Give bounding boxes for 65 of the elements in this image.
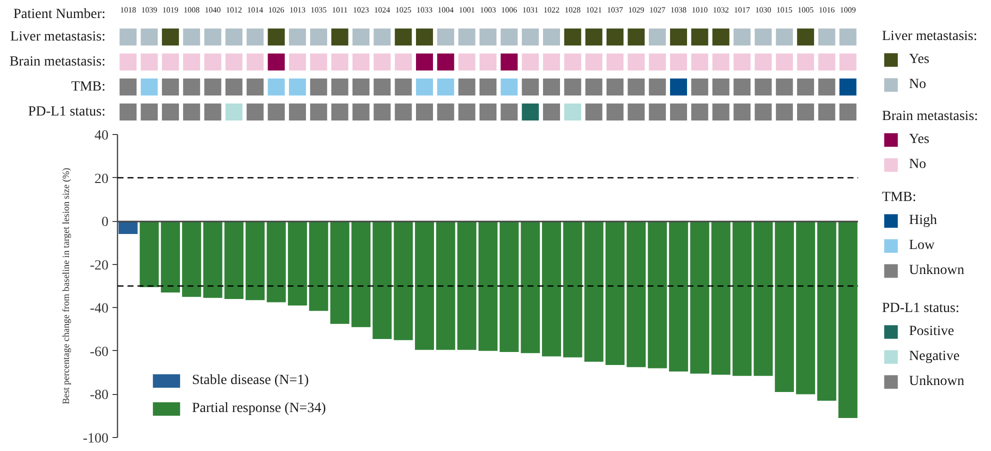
x-tick-label: 1039 — [141, 6, 158, 14]
x-tick-label: 1032 — [712, 6, 729, 14]
y-axis-title: TMB: — [71, 80, 106, 94]
x-tick-label: 1025 — [395, 6, 412, 14]
legend-label: Negative — [909, 348, 960, 365]
x-tick-label: 1005 — [798, 6, 814, 14]
x-tick-label: 1008 — [184, 6, 200, 14]
legend-label: Positive — [909, 323, 954, 340]
x-tick-label: 1037 — [607, 6, 624, 14]
legend-label: High — [909, 212, 937, 229]
x-tick-label: 1031 — [522, 6, 538, 14]
legend-title: TMB: — [882, 190, 918, 206]
x-tick-label: 1009 — [840, 6, 856, 14]
x-tick-label: 1003 — [480, 6, 496, 14]
x-tick-label: 1033 — [416, 6, 432, 14]
x-tick-label: 1014 — [247, 6, 264, 14]
legend-label: Stable disease (N=1) — [192, 372, 309, 389]
x-tick-label: 1027 — [649, 6, 666, 14]
x-tick-label: 1029 — [628, 6, 644, 14]
y-axis-title: PD-L1 status: — [28, 104, 106, 120]
x-tick-label: 1015 — [776, 6, 792, 14]
y-tick-label: 0 — [102, 215, 108, 230]
legend-label: No — [909, 76, 928, 93]
y-tick-label: -100 — [82, 432, 109, 446]
y-axis-title: Best percentage change from baseline in target lesion size (%) — [62, 168, 72, 404]
legend-label: Yes — [909, 131, 930, 148]
y-tick-label: -20 — [90, 258, 109, 274]
y-tick-label: -80 — [90, 388, 109, 404]
x-tick-label: 1040 — [204, 6, 221, 14]
x-tick-label: 1022 — [544, 6, 560, 14]
x-tick-label: 1023 — [352, 6, 369, 14]
legend-title: Liver metastasis: — [882, 29, 978, 45]
y-tick-label: -60 — [90, 344, 109, 360]
x-tick-label: 1038 — [670, 6, 687, 14]
legend-label: Unknown — [909, 373, 964, 390]
legend-label: Partial response (N=34) — [192, 400, 326, 417]
legend-label: No — [909, 156, 928, 173]
x-tick-label: 1006 — [501, 6, 518, 14]
y-tick-label: 20 — [94, 172, 108, 187]
legend-title: PD-L1 status: — [882, 301, 960, 317]
x-tick-label: 1011 — [332, 6, 348, 14]
x-tick-label: 1016 — [818, 6, 835, 14]
x-tick-label: 1026 — [268, 6, 284, 14]
x-tick-label: 1017 — [734, 6, 750, 14]
legend-title: Brain metastasis: — [882, 109, 978, 125]
y-axis-title: Brain metastasis: — [9, 54, 106, 70]
legend-label: Low — [909, 237, 935, 254]
y-tick-label: -40 — [90, 302, 109, 317]
x-tick-label: 1004 — [438, 6, 454, 14]
legend-label: Unknown — [909, 262, 964, 279]
x-tick-label: 1019 — [162, 6, 178, 14]
x-tick-label: 1028 — [564, 6, 581, 14]
x-tick-label: 1035 — [310, 6, 327, 14]
x-tick-label: 1018 — [120, 6, 136, 14]
x-tick-label: 1001 — [458, 6, 475, 14]
y-axis-title: Liver metastasis: — [10, 30, 106, 44]
x-tick-label: 1012 — [226, 6, 242, 14]
x-tick-label: 1021 — [586, 6, 602, 14]
y-tick-label: 40 — [94, 128, 108, 144]
x-tick-label: 1010 — [692, 6, 708, 14]
legend-label: Yes — [909, 51, 930, 68]
x-tick-label: 1030 — [755, 6, 772, 14]
x-axis-title: Patient Number: — [13, 7, 106, 22]
x-tick-label: 1024 — [374, 6, 390, 14]
x-tick-label: 1013 — [289, 6, 306, 14]
